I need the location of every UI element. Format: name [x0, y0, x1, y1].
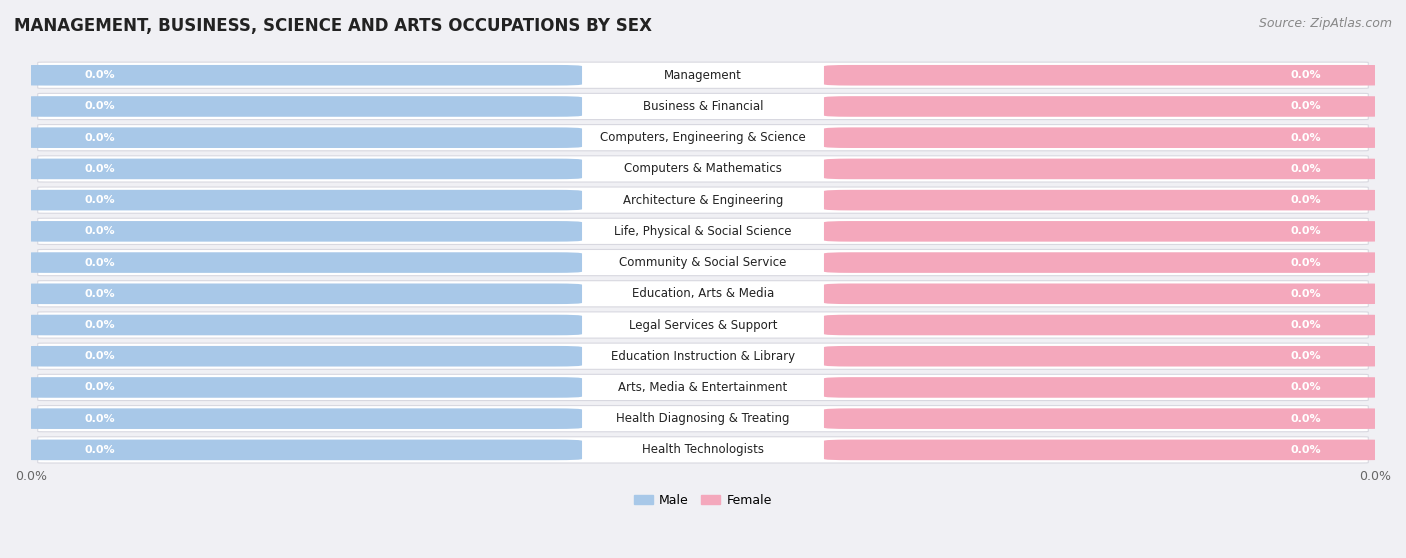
FancyBboxPatch shape — [38, 62, 1368, 88]
FancyBboxPatch shape — [38, 218, 1368, 244]
Text: 0.0%: 0.0% — [1291, 164, 1322, 174]
FancyBboxPatch shape — [17, 190, 582, 210]
FancyBboxPatch shape — [824, 96, 1389, 117]
Text: 0.0%: 0.0% — [84, 164, 115, 174]
Text: 0.0%: 0.0% — [84, 102, 115, 112]
FancyBboxPatch shape — [824, 65, 1389, 85]
FancyBboxPatch shape — [38, 374, 1368, 401]
Text: Community & Social Service: Community & Social Service — [619, 256, 787, 269]
Text: 0.0%: 0.0% — [84, 445, 115, 455]
Text: 0.0%: 0.0% — [1291, 195, 1322, 205]
Text: Computers, Engineering & Science: Computers, Engineering & Science — [600, 131, 806, 144]
FancyBboxPatch shape — [824, 190, 1389, 210]
Text: 0.0%: 0.0% — [84, 70, 115, 80]
FancyBboxPatch shape — [824, 440, 1389, 460]
Text: 0.0%: 0.0% — [1291, 258, 1322, 268]
FancyBboxPatch shape — [17, 65, 582, 85]
Text: Computers & Mathematics: Computers & Mathematics — [624, 162, 782, 175]
Text: 0.0%: 0.0% — [84, 351, 115, 361]
Text: Education Instruction & Library: Education Instruction & Library — [612, 350, 794, 363]
FancyBboxPatch shape — [824, 377, 1389, 398]
FancyBboxPatch shape — [38, 281, 1368, 307]
FancyBboxPatch shape — [824, 221, 1389, 242]
Text: Legal Services & Support: Legal Services & Support — [628, 319, 778, 331]
Text: 0.0%: 0.0% — [1291, 382, 1322, 392]
FancyBboxPatch shape — [17, 96, 582, 117]
FancyBboxPatch shape — [17, 283, 582, 304]
Text: Architecture & Engineering: Architecture & Engineering — [623, 194, 783, 206]
FancyBboxPatch shape — [38, 406, 1368, 432]
FancyBboxPatch shape — [17, 377, 582, 398]
FancyBboxPatch shape — [824, 346, 1389, 367]
Text: 0.0%: 0.0% — [84, 413, 115, 424]
Text: 0.0%: 0.0% — [84, 195, 115, 205]
Text: Education, Arts & Media: Education, Arts & Media — [631, 287, 775, 300]
Text: 0.0%: 0.0% — [84, 382, 115, 392]
FancyBboxPatch shape — [38, 437, 1368, 463]
FancyBboxPatch shape — [824, 283, 1389, 304]
FancyBboxPatch shape — [38, 187, 1368, 213]
Text: Source: ZipAtlas.com: Source: ZipAtlas.com — [1258, 17, 1392, 30]
FancyBboxPatch shape — [17, 315, 582, 335]
Text: 0.0%: 0.0% — [84, 133, 115, 143]
FancyBboxPatch shape — [824, 315, 1389, 335]
FancyBboxPatch shape — [38, 93, 1368, 119]
Text: 0.0%: 0.0% — [1291, 133, 1322, 143]
FancyBboxPatch shape — [38, 249, 1368, 276]
Text: 0.0%: 0.0% — [1291, 445, 1322, 455]
FancyBboxPatch shape — [824, 127, 1389, 148]
FancyBboxPatch shape — [38, 343, 1368, 369]
Text: 0.0%: 0.0% — [84, 258, 115, 268]
FancyBboxPatch shape — [17, 127, 582, 148]
Text: 0.0%: 0.0% — [1291, 70, 1322, 80]
FancyBboxPatch shape — [17, 440, 582, 460]
Legend: Male, Female: Male, Female — [630, 489, 776, 512]
FancyBboxPatch shape — [38, 124, 1368, 151]
Text: Arts, Media & Entertainment: Arts, Media & Entertainment — [619, 381, 787, 394]
Text: Health Technologists: Health Technologists — [643, 444, 763, 456]
FancyBboxPatch shape — [17, 158, 582, 179]
Text: 0.0%: 0.0% — [1291, 351, 1322, 361]
Text: MANAGEMENT, BUSINESS, SCIENCE AND ARTS OCCUPATIONS BY SEX: MANAGEMENT, BUSINESS, SCIENCE AND ARTS O… — [14, 17, 652, 35]
FancyBboxPatch shape — [824, 158, 1389, 179]
Text: 0.0%: 0.0% — [1291, 289, 1322, 299]
FancyBboxPatch shape — [824, 408, 1389, 429]
Text: Business & Financial: Business & Financial — [643, 100, 763, 113]
Text: Health Diagnosing & Treating: Health Diagnosing & Treating — [616, 412, 790, 425]
Text: 0.0%: 0.0% — [1291, 413, 1322, 424]
FancyBboxPatch shape — [38, 156, 1368, 182]
Text: 0.0%: 0.0% — [1291, 227, 1322, 237]
Text: Life, Physical & Social Science: Life, Physical & Social Science — [614, 225, 792, 238]
Text: 0.0%: 0.0% — [84, 227, 115, 237]
FancyBboxPatch shape — [17, 252, 582, 273]
FancyBboxPatch shape — [17, 221, 582, 242]
Text: 0.0%: 0.0% — [1291, 320, 1322, 330]
FancyBboxPatch shape — [38, 312, 1368, 338]
FancyBboxPatch shape — [824, 252, 1389, 273]
Text: 0.0%: 0.0% — [84, 320, 115, 330]
Text: Management: Management — [664, 69, 742, 82]
FancyBboxPatch shape — [17, 346, 582, 367]
FancyBboxPatch shape — [17, 408, 582, 429]
Text: 0.0%: 0.0% — [84, 289, 115, 299]
Text: 0.0%: 0.0% — [1291, 102, 1322, 112]
